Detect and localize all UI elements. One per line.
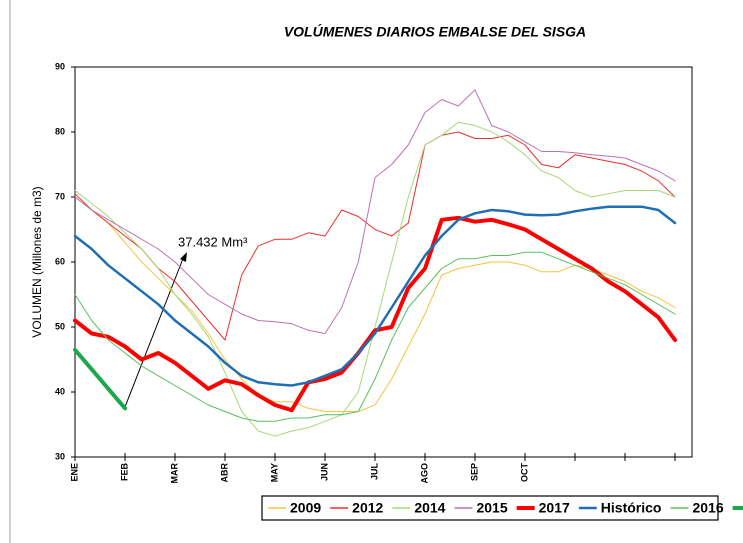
y-tick-label: 40 [55, 386, 65, 396]
line-series [73, 205, 677, 387]
x-tick-label: AGO [419, 463, 429, 484]
line-series [73, 347, 127, 411]
legend-label: 2016 [692, 500, 723, 516]
x-tick-label: JUL [369, 463, 379, 481]
line-series [74, 89, 676, 334]
legend-label: 2015 [476, 500, 507, 516]
line-series [74, 131, 676, 341]
legend-label: 2014 [414, 500, 445, 516]
x-tick-label: ENE [69, 463, 79, 482]
x-tick-label: MAR [169, 463, 179, 484]
x-tick-label: SEP [469, 463, 479, 481]
line-series [74, 121, 676, 437]
arrow-head [180, 252, 187, 262]
y-tick-label: 60 [55, 256, 65, 266]
line-series [73, 215, 677, 413]
y-tick-label: 80 [55, 126, 65, 136]
y-axis-label: VOLUMEN (Millones de m3) [30, 186, 44, 337]
y-tick-label: 90 [55, 61, 65, 71]
y-tick-label: 50 [55, 321, 65, 331]
x-tick-label: FEB [119, 462, 129, 481]
chart-title: VOLÚMENES DIARIOS EMBALSE DEL SISGA [284, 23, 586, 40]
legend-label: 2009 [290, 500, 321, 516]
legend-label: 2012 [352, 500, 383, 516]
annotation: 37.432 Mm³ [178, 234, 248, 249]
legend-label: 2017 [539, 500, 570, 516]
line-series [74, 251, 676, 422]
x-tick-label: MAY [269, 463, 279, 482]
y-tick-label: 30 [55, 451, 65, 461]
x-tick-label: ABR [219, 463, 229, 483]
y-tick-label: 70 [55, 191, 65, 201]
legend-label: Histórico [601, 500, 662, 516]
x-tick-label: OCT [519, 463, 529, 483]
x-tick-label: JUN [319, 463, 329, 481]
